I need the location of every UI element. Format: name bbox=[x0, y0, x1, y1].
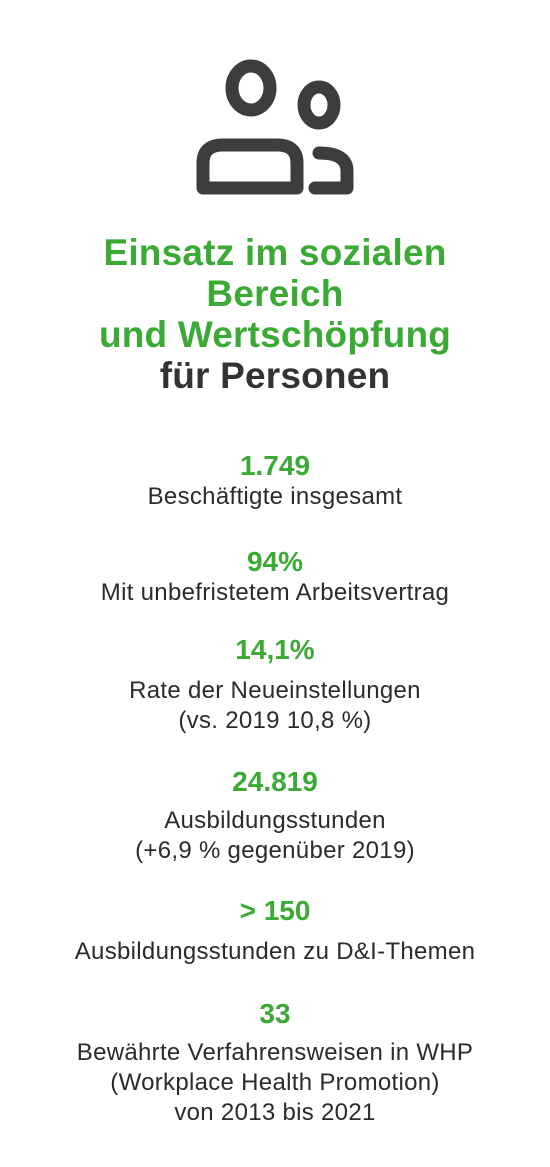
stat-employees: 1.749 Beschäftigte insgesamt bbox=[0, 450, 550, 512]
stat-sublabel: (vs. 2019 10,8 %) bbox=[178, 707, 372, 734]
stat-value: > 150 bbox=[239, 895, 311, 926]
stat-sublabel: (Workplace Health Promotion) bbox=[110, 1069, 440, 1096]
stat-label: Mit unbefristetem Arbeitsvertrag bbox=[100, 579, 450, 606]
stat-permanent-contracts: 94% Mit unbefristetem Arbeitsvertrag bbox=[0, 546, 550, 608]
stat-value: 24.819 bbox=[232, 766, 318, 797]
stat-label: Bewährte Verfahrensweisen in WHP bbox=[76, 1039, 474, 1066]
page-title: Einsatz im sozialen Bereich und Wertschö… bbox=[0, 232, 550, 396]
title-line-4: für Personen bbox=[159, 355, 391, 396]
stat-hiring-rate: 14,1% Rate der Neueinstellungen (vs. 201… bbox=[0, 634, 550, 736]
stat-whp-practices: 33 Bewährte Verfahrensweisen in WHP (Wor… bbox=[0, 998, 550, 1128]
header-icon-container bbox=[0, 55, 550, 200]
stat-training-hours: 24.819 Ausbildungsstunden (+6,9 % gegenü… bbox=[0, 766, 550, 866]
stat-label: Ausbildungsstunden zu D&I-Themen bbox=[74, 938, 476, 965]
stat-value: 1.749 bbox=[239, 450, 311, 481]
users-icon bbox=[196, 59, 354, 195]
stat-value: 33 bbox=[259, 998, 291, 1029]
stat-sublabel: (+6,9 % gegenüber 2019) bbox=[135, 837, 415, 864]
stat-label: Beschäftigte insgesamt bbox=[147, 483, 403, 510]
stat-di-training: > 150 Ausbildungsstunden zu D&I-Themen bbox=[0, 895, 550, 967]
stat-label: Ausbildungsstunden bbox=[164, 807, 386, 834]
title-line-3: und Wertschöpfung bbox=[98, 314, 452, 355]
stat-value: 14,1% bbox=[235, 634, 315, 665]
title-line-1: Einsatz im sozialen bbox=[103, 232, 447, 273]
stat-value: 94% bbox=[246, 546, 304, 577]
title-line-2: Bereich bbox=[206, 273, 344, 314]
stat-sublabel-2: von 2013 bis 2021 bbox=[174, 1099, 376, 1126]
stat-label: Rate der Neueinstellungen bbox=[129, 677, 421, 704]
